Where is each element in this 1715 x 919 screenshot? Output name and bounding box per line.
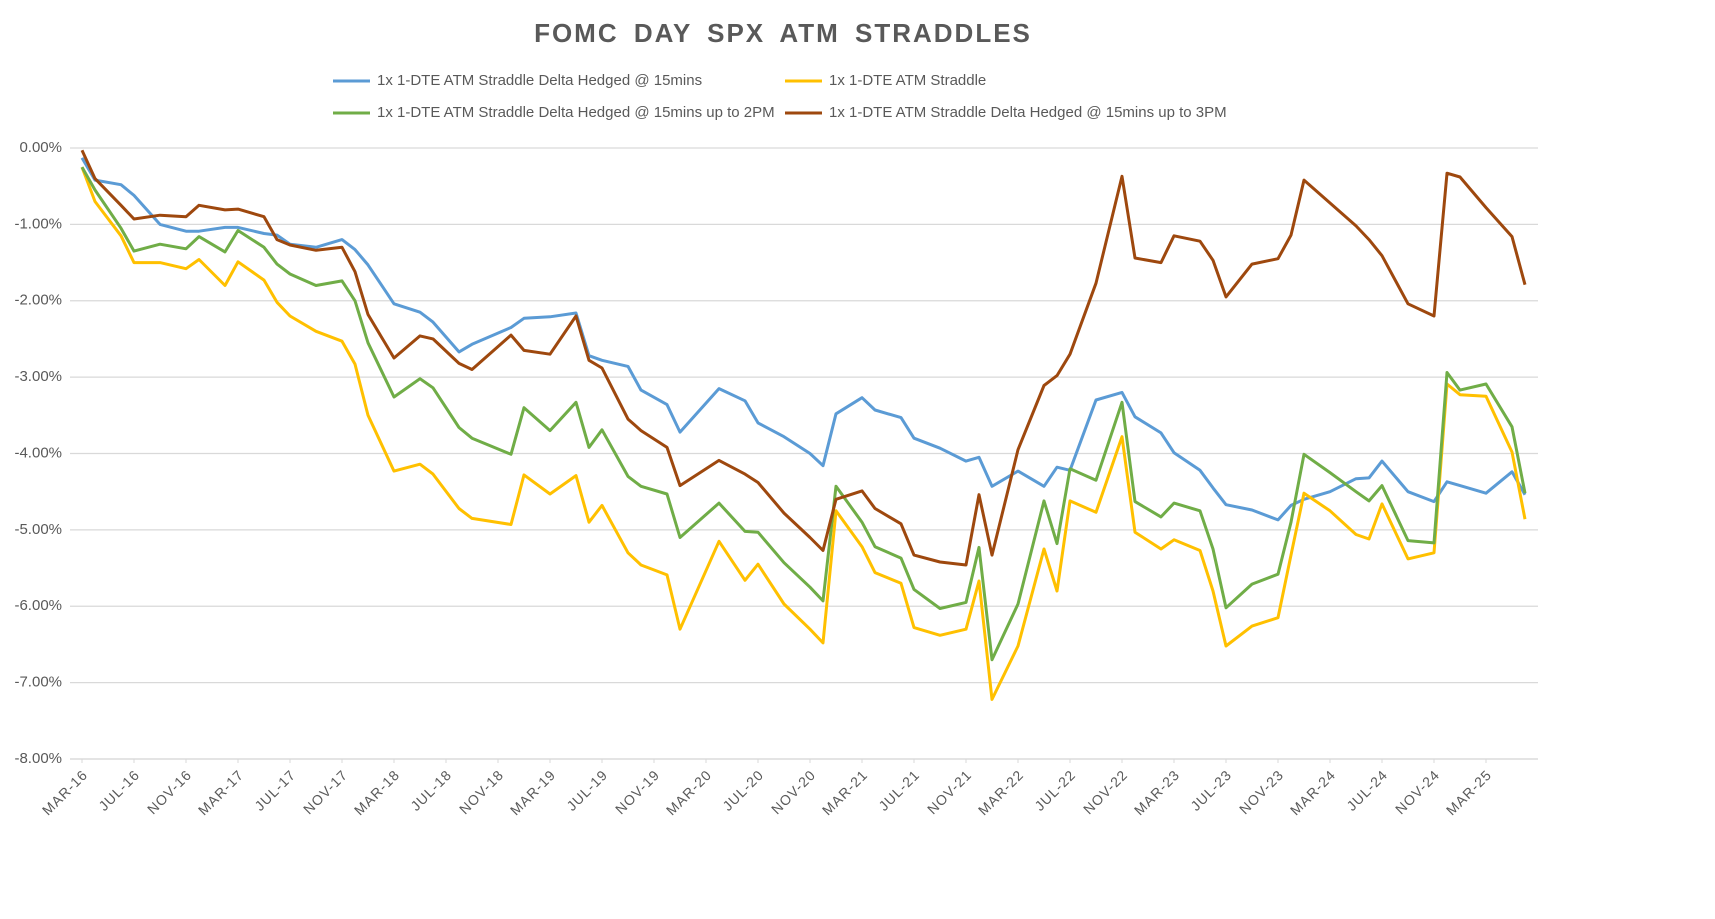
x-tick-label: MAR-23 [1131,766,1183,818]
legend-label: 1x 1-DTE ATM Straddle Delta Hedged @ 15m… [829,104,1227,121]
x-tick-label: NOV-16 [144,766,195,817]
x-tick-label: JUL-22 [1031,766,1078,813]
series-line [80,166,1527,662]
chart-title: FOMC DAY SPX ATM STRADDLES [534,18,1032,48]
x-tick-label: MAR-18 [351,766,403,818]
x-tick-label: MAR-20 [663,766,715,818]
legend-label: 1x 1-DTE ATM Straddle Delta Hedged @ 15m… [377,104,775,121]
x-tick-label: NOV-24 [1392,766,1443,817]
x-tick-label: MAR-22 [975,766,1027,818]
x-tick-label: MAR-24 [1287,766,1339,818]
x-tick-label: JUL-18 [407,766,454,813]
series-line [80,149,1527,567]
x-tick-label: NOV-17 [300,766,351,817]
y-tick-label: -7.00% [14,674,62,691]
x-tick-label: MAR-19 [507,766,559,818]
y-tick-label: 0.00% [19,139,62,156]
y-tick-label: -2.00% [14,292,62,309]
y-tick-label: -1.00% [14,215,62,232]
x-tick-label: NOV-23 [1236,766,1287,817]
y-tick-label: -8.00% [14,750,62,767]
x-tick-label: JUL-24 [1343,766,1390,813]
x-tick-label: JUL-17 [251,766,298,813]
y-tick-label: -5.00% [14,521,62,538]
legend-label: 1x 1-DTE ATM Straddle [829,72,986,89]
x-tick-label: NOV-22 [1080,766,1131,817]
y-tick-label: -6.00% [14,597,62,614]
x-tick-label: JUL-20 [719,766,766,813]
x-tick-label: JUL-19 [563,766,610,813]
x-tick-label: MAR-21 [819,766,871,818]
y-tick-label: -3.00% [14,368,62,385]
x-tick-label: NOV-20 [768,766,819,817]
x-tick-label: NOV-21 [924,766,975,817]
series-line [80,157,1527,522]
y-tick-label: -4.00% [14,444,62,461]
legend-label: 1x 1-DTE ATM Straddle Delta Hedged @ 15m… [377,72,702,89]
x-tick-label: MAR-16 [39,766,91,818]
x-tick-label: MAR-17 [195,766,247,818]
x-tick-label: MAR-25 [1443,766,1495,818]
x-tick-label: JUL-16 [95,766,142,813]
x-tick-label: JUL-21 [875,766,922,813]
x-tick-label: JUL-23 [1187,766,1234,813]
series-line [80,166,1527,701]
x-tick-label: NOV-19 [612,766,663,817]
x-tick-label: NOV-18 [456,766,507,817]
